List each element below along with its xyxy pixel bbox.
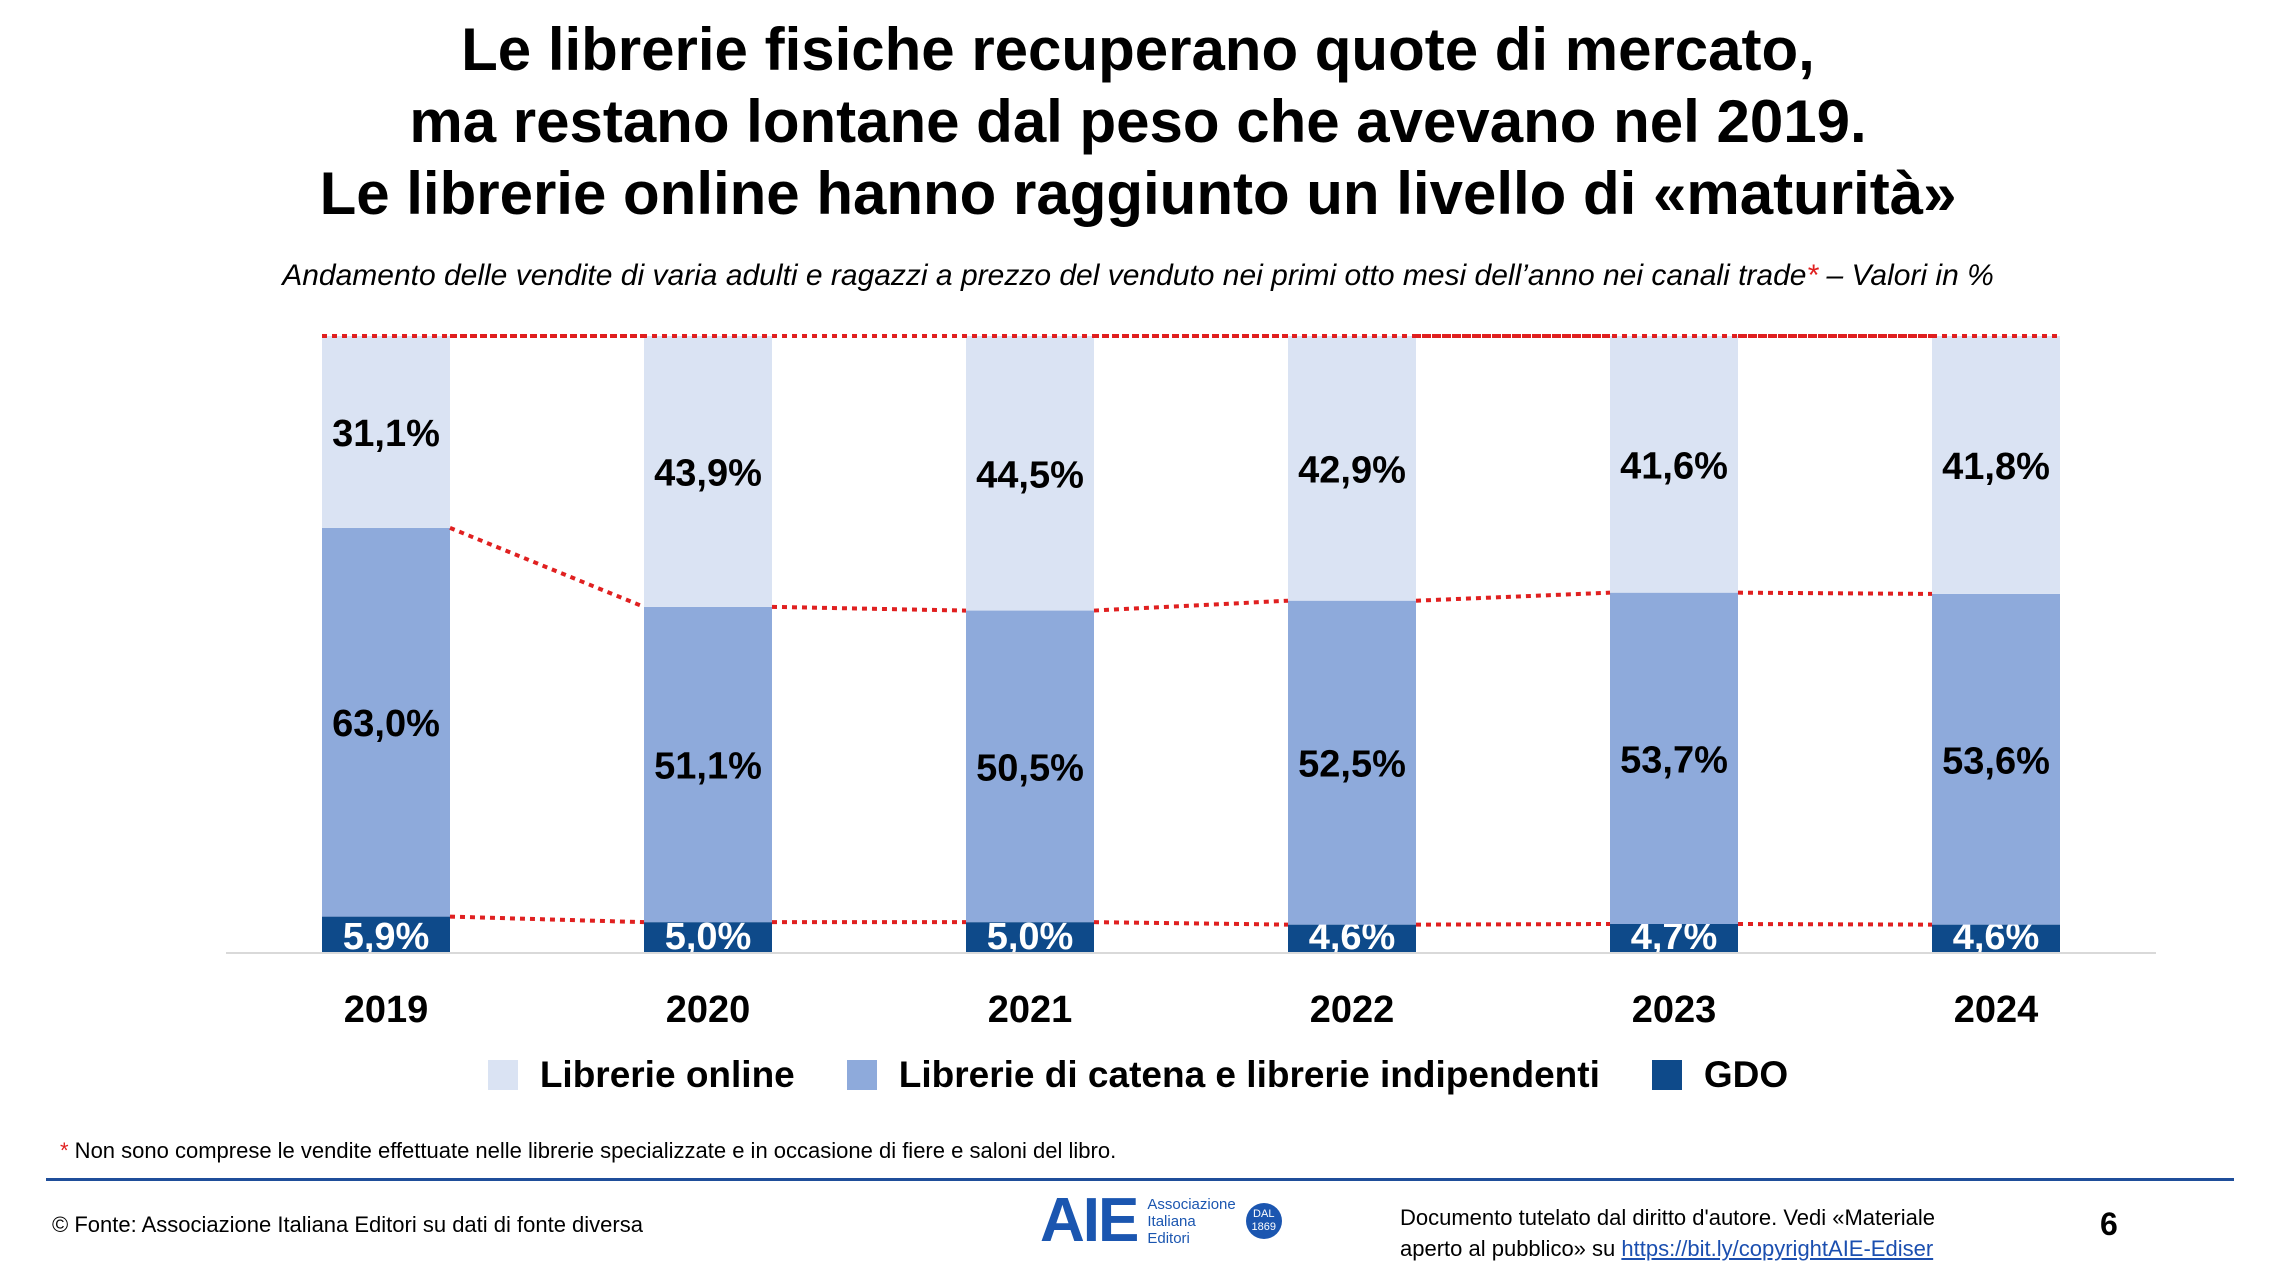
legend-item-gdo: GDO: [1651, 1054, 1789, 1096]
connector-0-2019: [449, 914, 645, 925]
copyright-link[interactable]: https://bit.ly/copyrightAIE-Ediser: [1621, 1236, 1934, 1261]
data-label-librerie-di-catena-e-librerie-indipendenti-2020: 51,1%: [654, 746, 762, 788]
bar-librerie-di-catena-e-librerie-indipendenti-2021: [966, 610, 1094, 923]
logo-line-1: Associazione: [1147, 1195, 1236, 1213]
bar-gdo-2020: [644, 922, 772, 953]
bar-librerie-di-catena-e-librerie-indipendenti-2022: [1288, 600, 1416, 925]
bar-librerie-di-catena-e-librerie-indipendenti-2024: [1932, 593, 2060, 925]
data-label-gdo-2020: 5,0%: [665, 916, 752, 958]
bar-librerie-online-2019: [322, 336, 450, 528]
connector-0-2021: [1093, 920, 1289, 927]
x-tick-label-2020: 2020: [666, 989, 751, 1031]
legal-line-2: aperto al pubblico» su https://bit.ly/co…: [1400, 1233, 2020, 1264]
data-label-librerie-di-catena-e-librerie-indipendenti-2024: 53,6%: [1942, 740, 2050, 782]
legend-swatch: [487, 1060, 518, 1090]
data-label-librerie-online-2020: 43,9%: [654, 452, 762, 494]
x-tick-label-2019: 2019: [344, 989, 429, 1031]
data-label-librerie-di-catena-e-librerie-indipendenti-2023: 53,7%: [1620, 739, 1728, 781]
x-tick-label-2022: 2022: [1310, 989, 1395, 1031]
connector-1-2023: [1737, 590, 1933, 596]
bar-librerie-online-2024: [1932, 336, 2060, 594]
bar-gdo-2023: [1610, 924, 1738, 953]
subtitle-suffix: – Valori in %: [1818, 259, 1994, 292]
bar-librerie-online-2021: [966, 336, 1094, 611]
legend-label: Librerie online: [539, 1054, 795, 1095]
footer-divider: [46, 1178, 2234, 1181]
title-line-2: ma restano lontane dal peso che avevano …: [409, 88, 1867, 155]
source-text: © Fonte: Associazione Italiana Editori s…: [52, 1212, 643, 1237]
title-line-1: Le librerie fisiche recuperano quote di …: [461, 16, 1815, 83]
data-label-librerie-di-catena-e-librerie-indipendenti-2021: 50,5%: [976, 747, 1084, 789]
logo-badge-line-1: DAL: [1253, 1208, 1275, 1220]
x-tick-label-2023: 2023: [1632, 989, 1717, 1031]
bar-librerie-online-2022: [1288, 336, 1416, 601]
legend-label: Librerie di catena e librerie indipenden…: [898, 1054, 1600, 1095]
legal-line-1: Documento tutelato dal diritto d'autore.…: [1400, 1205, 1935, 1230]
footnote: * Non sono comprese le vendite effettuat…: [60, 1138, 1116, 1164]
chart-legend: Librerie online Librerie di catena e libr…: [0, 1054, 2276, 1096]
bar-gdo-2022: [1288, 924, 1416, 953]
connector-0-2023: [1737, 922, 1933, 927]
bar-librerie-di-catena-e-librerie-indipendenti-2020: [644, 606, 772, 923]
bar-librerie-online-2023: [1610, 336, 1738, 593]
subtitle-text: Andamento delle vendite di varia adulti …: [282, 259, 1807, 292]
logo-line-3: Editori: [1147, 1229, 1190, 1247]
bar-gdo-2021: [966, 922, 1094, 953]
bar-librerie-online-2020: [644, 336, 772, 607]
data-label-librerie-online-2023: 41,6%: [1620, 445, 1728, 487]
stacked-bar-chart: 5,9% 63,0% 31,1% 2019 5,0% 51,1% 43,9% 2020 5,0%…: [226, 334, 2156, 1031]
legend-swatch: [846, 1060, 877, 1090]
connector-1-2022: [1415, 590, 1611, 603]
data-label-librerie-online-2022: 42,9%: [1298, 449, 1406, 491]
connector-1-2019: [449, 526, 645, 609]
aie-logo: AIE Associazione Italiana Editori DAL 18…: [1040, 1190, 1282, 1252]
footnote-asterisk: *: [60, 1138, 69, 1163]
bar-gdo-2024: [1932, 924, 2060, 953]
title-line-3: Le librerie online hanno raggiunto un li…: [319, 160, 1957, 227]
logo-text: Associazione Italiana Editori: [1147, 1196, 1235, 1247]
x-tick-label-2021: 2021: [988, 989, 1073, 1031]
subtitle-asterisk: *: [1806, 259, 1819, 292]
data-label-librerie-online-2024: 41,8%: [1942, 446, 2050, 488]
legend-label: GDO: [1703, 1054, 1789, 1095]
connector-1-2020: [771, 604, 967, 613]
chart-subtitle: Andamento delle vendite di varia adulti …: [0, 256, 2276, 296]
page-number: 6: [2100, 1206, 2118, 1242]
bar-gdo-2019: [322, 916, 450, 953]
bar-librerie-di-catena-e-librerie-indipendenti-2023: [1610, 592, 1738, 925]
data-label-librerie-online-2021: 44,5%: [976, 454, 1084, 496]
logo-mark: AIE: [1040, 1186, 1139, 1255]
data-label-gdo-2019: 5,9%: [343, 916, 430, 958]
bar-librerie-di-catena-e-librerie-indipendenti-2019: [322, 527, 450, 917]
legend-swatch: [1651, 1060, 1682, 1090]
legend-item-librerie-di-catena-e-librerie-indipendenti: Librerie di catena e librerie indipenden…: [846, 1054, 1600, 1096]
x-tick-label-2024: 2024: [1954, 989, 2039, 1031]
logo-badge: DAL 1869: [1245, 1203, 1282, 1239]
connector-1-2021: [1093, 598, 1289, 613]
data-label-librerie-di-catena-e-librerie-indipendenti-2019: 63,0%: [332, 703, 440, 745]
legal-line-2-prefix: aperto al pubblico» su: [1400, 1236, 1622, 1261]
logo-badge-line-2: 1869: [1251, 1221, 1276, 1233]
label-clip-mask: [226, 954, 2156, 984]
data-label-librerie-online-2019: 31,1%: [332, 413, 440, 455]
connector-0-2022: [1415, 922, 1611, 927]
legend-item-librerie-online: Librerie online: [487, 1054, 795, 1096]
data-label-librerie-di-catena-e-librerie-indipendenti-2022: 52,5%: [1298, 744, 1406, 786]
footnote-text: Non sono comprese le vendite effettuate …: [68, 1138, 1117, 1163]
copyright-notice: Documento tutelato dal diritto d'autore.…: [1400, 1202, 2020, 1264]
data-label-gdo-2021: 5,0%: [987, 916, 1074, 958]
logo-line-2: Italiana: [1147, 1212, 1196, 1230]
page-title: Le librerie fisiche recuperano quote di …: [0, 14, 2276, 230]
